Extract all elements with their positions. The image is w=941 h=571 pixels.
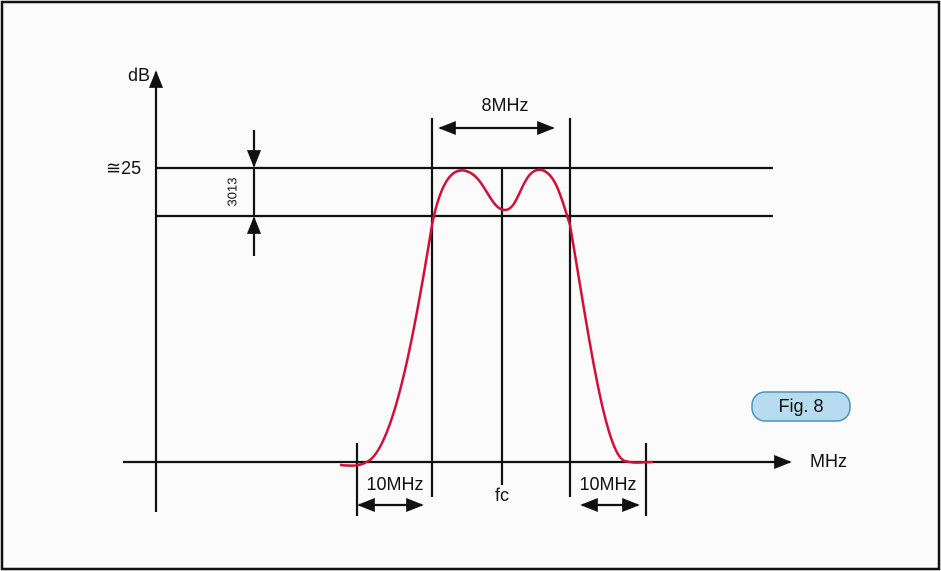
bandwidth-label: 8MHz: [481, 95, 528, 115]
y-axis-label: dB: [128, 65, 150, 85]
skirt-label: 10MHz: [579, 474, 636, 494]
response-curve: [339, 168, 654, 467]
x-axis-label: MHz: [810, 451, 847, 471]
level-label: ≅25: [106, 158, 141, 178]
ripple-label: 3013: [224, 178, 239, 207]
figure-badge: [751, 391, 851, 422]
center-label: fc: [495, 485, 509, 505]
skirt-label: 10MHz: [366, 474, 423, 494]
figure-label: Fig. 8: [778, 396, 823, 416]
